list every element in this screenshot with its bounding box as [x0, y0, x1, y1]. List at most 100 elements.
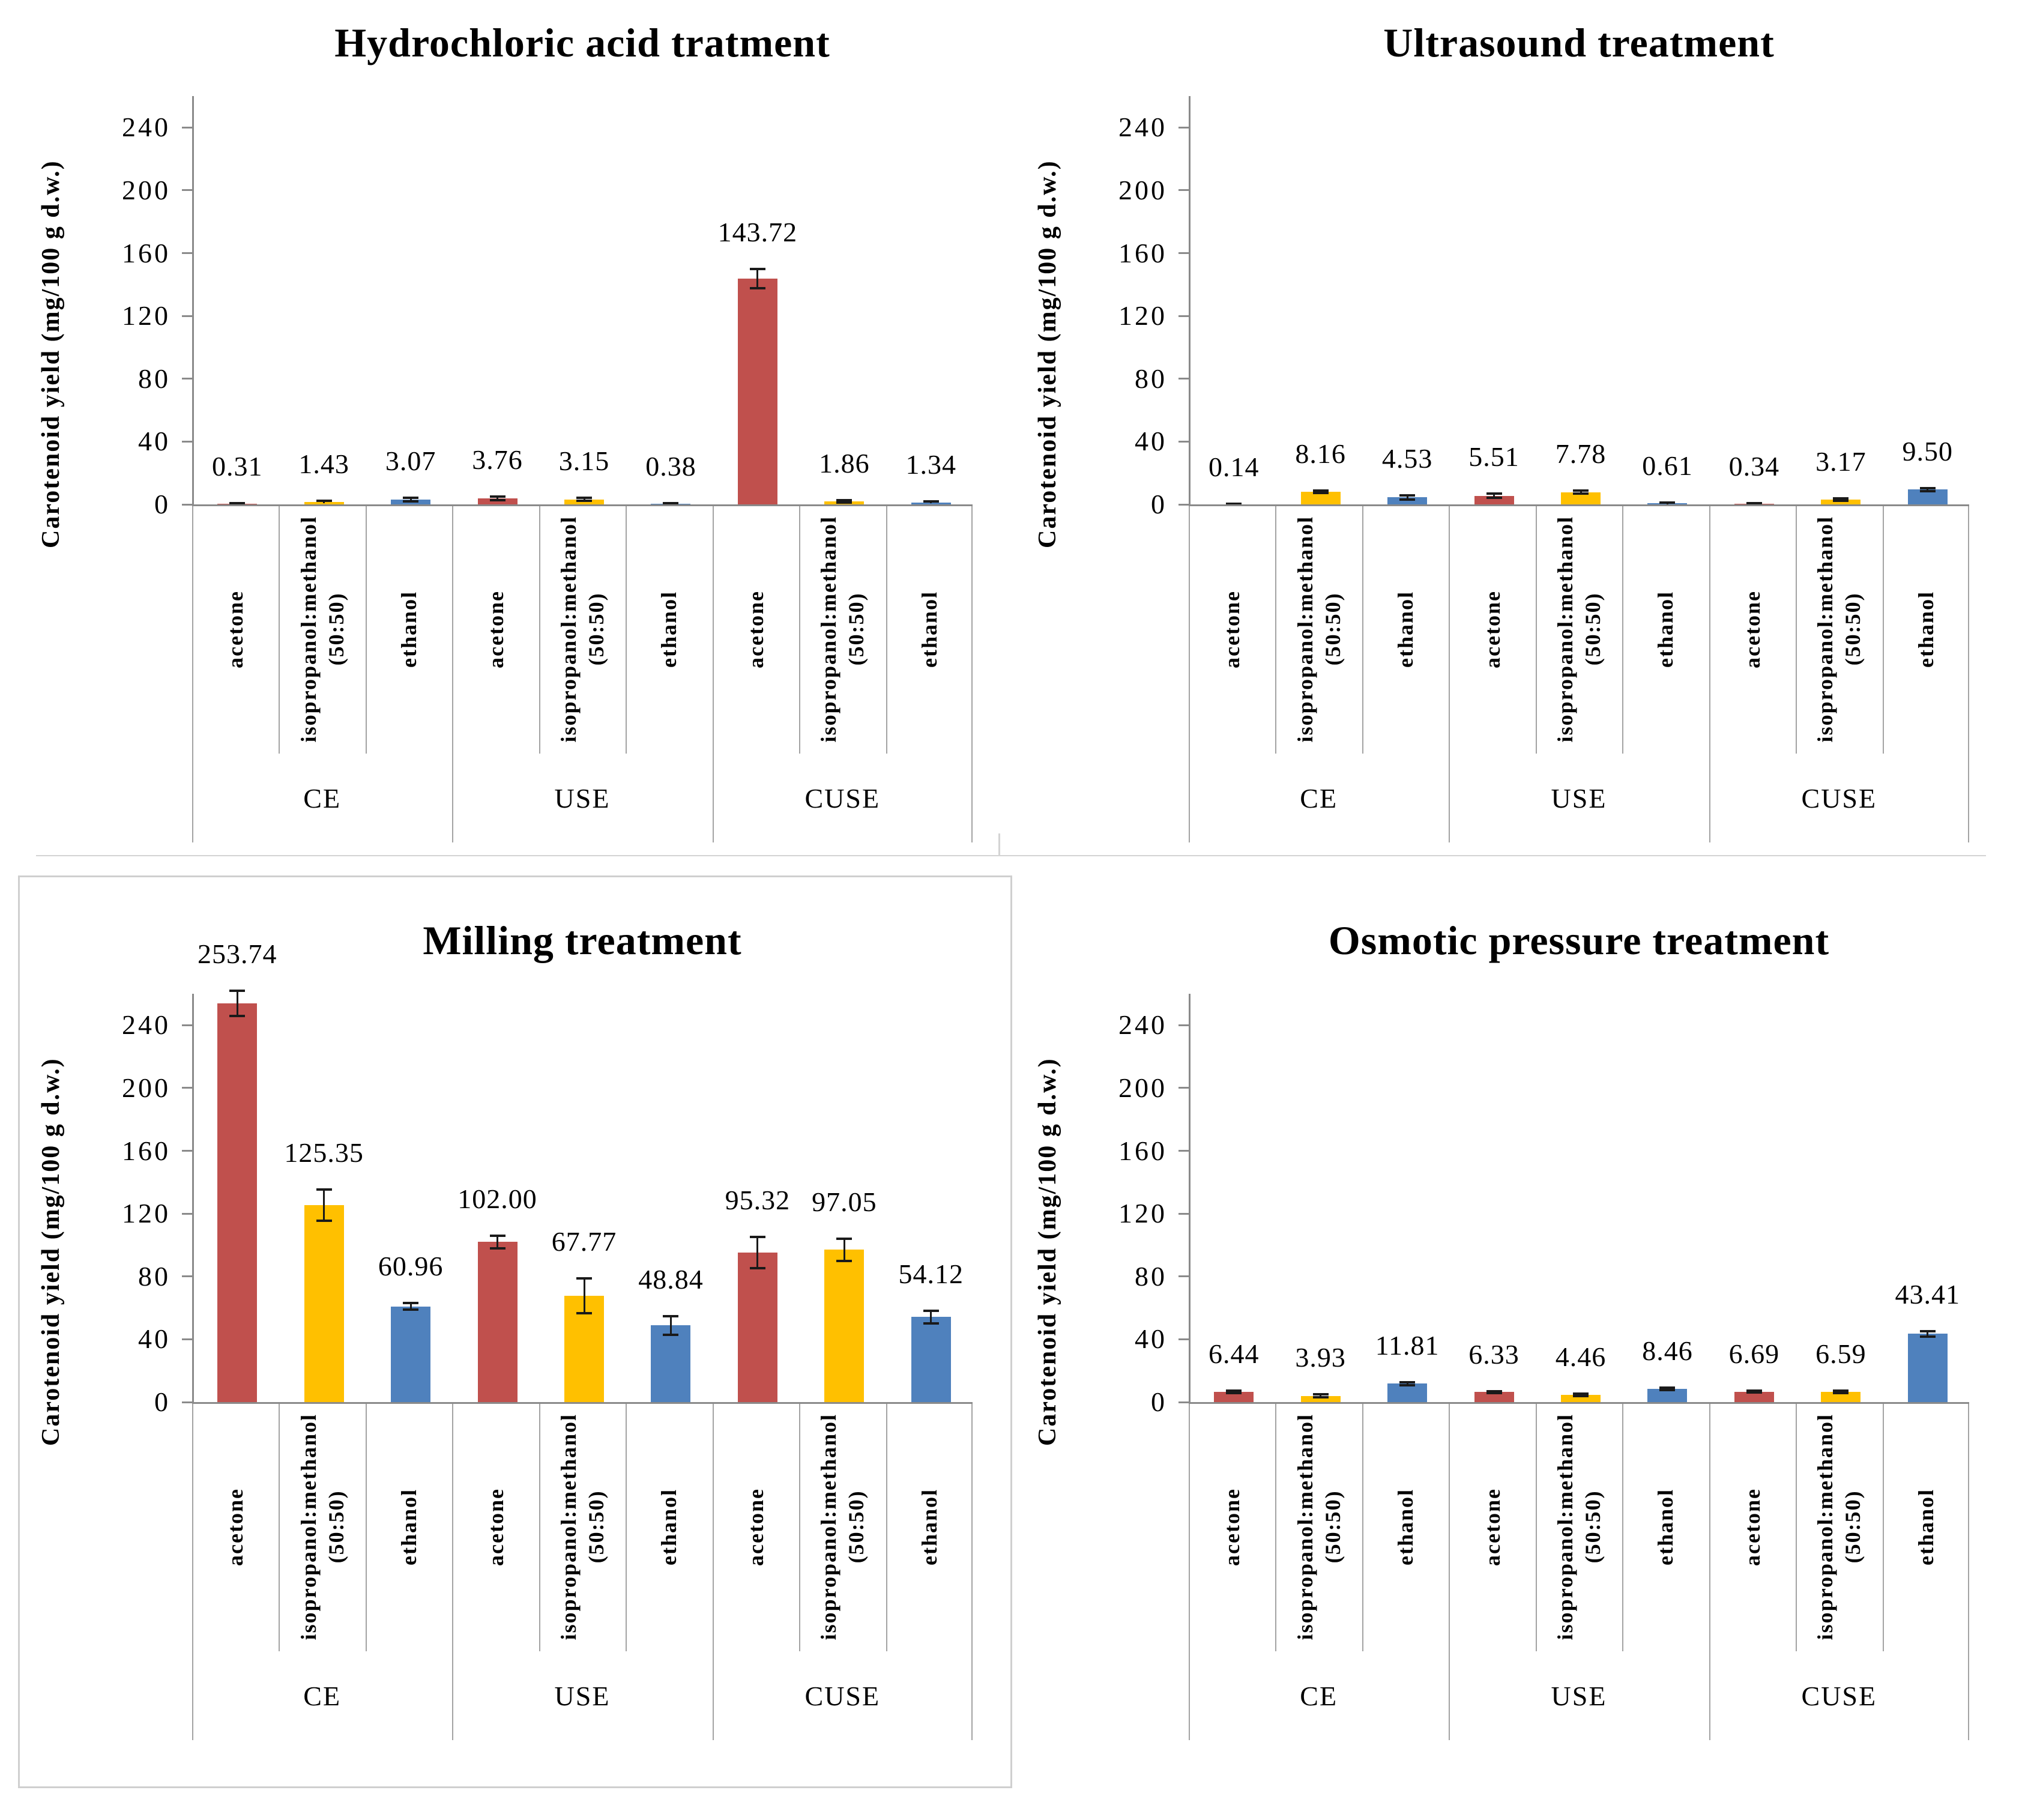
group-separator	[971, 506, 973, 842]
error-bar-cap-bottom	[489, 499, 505, 502]
category-label: acetone	[482, 1488, 510, 1566]
category-label-line: ethanol	[917, 590, 941, 668]
error-bar	[843, 1238, 845, 1261]
bar-value-label: 143.72	[717, 217, 798, 248]
y-tick-mark	[1178, 315, 1189, 317]
error-bar-cap-top	[1486, 1389, 1502, 1392]
error-bar-cap-top	[923, 1310, 939, 1312]
error-bar-cap-top	[923, 500, 939, 503]
y-tick-mark	[1178, 1401, 1189, 1403]
error-bar-cap-top	[489, 1234, 505, 1237]
category-separator	[1535, 1404, 1537, 1651]
category-label-line: ethanol	[1653, 1488, 1678, 1565]
category-separator	[626, 1404, 627, 1651]
category-separator	[539, 1404, 540, 1651]
bar-value-label: 102.00	[457, 1183, 537, 1214]
error-bar-cap-bottom	[229, 1015, 246, 1018]
group-label: CE	[1300, 782, 1338, 814]
category-separator	[886, 506, 887, 754]
error-bar-cap-bottom	[1833, 499, 1849, 502]
category-label-line: (50:50)	[1841, 593, 1865, 666]
category-label-cell: ethanol	[886, 506, 973, 752]
error-bar-cap-bottom	[1312, 1396, 1329, 1399]
y-tick-label: 80	[1135, 1260, 1167, 1292]
bar-value-label: 6.59	[1815, 1338, 1867, 1369]
error-bar-cap-bottom	[1833, 1391, 1849, 1394]
category-label-line: acetone	[1480, 590, 1504, 668]
bar-value-label: 6.69	[1728, 1338, 1780, 1369]
category-label-line: isopropanol:methanol	[816, 516, 841, 743]
error-bar-cap-bottom	[1573, 1395, 1589, 1398]
error-bar-cap-top	[836, 1237, 853, 1240]
category-label-cell: acetone	[192, 506, 279, 752]
category-separator	[626, 506, 627, 754]
bar	[737, 1252, 777, 1402]
y-tick-mark	[182, 1087, 192, 1089]
group-separator	[192, 506, 193, 842]
chart-panel-milling: Milling treatment Carotenoid yield (mg/1…	[24, 904, 1009, 1780]
group-label: CE	[1300, 1680, 1338, 1711]
error-bar-cap-top	[1659, 501, 1676, 504]
bar-value-label: 125.35	[284, 1137, 364, 1168]
error-bar-cap-bottom	[1399, 1383, 1416, 1386]
category-label-cell: acetone	[1709, 506, 1796, 752]
category-label: acetone	[1218, 1488, 1246, 1566]
group-separator	[1968, 1404, 1969, 1740]
error-bar-cap-bottom	[663, 1333, 679, 1336]
category-label-cell: isopropanol:methanol (50:50)	[799, 506, 886, 752]
category-label-cell: ethanol	[626, 506, 712, 752]
error-bar-cap-bottom	[576, 1311, 592, 1314]
group-separator	[1709, 1404, 1710, 1740]
error-bar	[496, 1235, 499, 1248]
group-separator	[1189, 1404, 1190, 1740]
bar	[651, 1325, 691, 1402]
bar-value-label: 253.74	[197, 939, 277, 970]
category-separator	[1535, 506, 1537, 754]
error-bar-cap-top	[1919, 1329, 1936, 1332]
category-label-cell: acetone	[452, 1404, 539, 1650]
category-label-line: acetone	[223, 590, 248, 668]
category-separator	[279, 1404, 280, 1651]
category-label: acetone	[1218, 590, 1246, 668]
category-label-cell: isopropanol:methanol (50:50)	[1796, 1404, 1882, 1650]
category-label-cell: isopropanol:methanol (50:50)	[1275, 1404, 1362, 1650]
category-axis: acetone isopropanol:methanol (50:50) ethano…	[192, 1402, 973, 1740]
category-separator	[1362, 1404, 1363, 1651]
bar-value-label: 0.38	[645, 450, 696, 482]
error-bar-cap-bottom	[749, 1266, 765, 1269]
y-tick-mark	[1178, 189, 1189, 192]
category-label: ethanol	[1912, 1489, 1940, 1565]
error-bar	[1493, 493, 1495, 498]
error-bar-cap-top	[1312, 1393, 1329, 1396]
y-tick-label: 160	[1118, 237, 1167, 268]
category-label-line: ethanol	[1913, 590, 1938, 668]
category-label-line: ethanol	[397, 1488, 421, 1565]
y-tick-mark	[182, 440, 192, 443]
bar	[217, 1003, 258, 1402]
error-bar-cap-top	[663, 501, 679, 504]
category-label-line: (50:50)	[844, 593, 869, 666]
error-bar-cap-top	[1919, 486, 1936, 489]
error-bar-cap-bottom	[403, 1308, 419, 1311]
category-separator	[1882, 1404, 1884, 1651]
error-bar-cap-top	[1399, 494, 1416, 497]
error-bar	[669, 1316, 672, 1335]
category-label: ethanol	[916, 1489, 943, 1565]
y-tick-mark	[182, 1338, 192, 1340]
error-bar-cap-top	[1573, 1392, 1589, 1395]
category-label-line: acetone	[1220, 590, 1245, 668]
error-bar	[409, 1303, 412, 1310]
y-axis-tick-labels: 0 40 80 120 160 200 240	[1093, 96, 1177, 519]
bar-value-label: 67.77	[551, 1226, 617, 1257]
category-label-cell: isopropanol:methanol (50:50)	[279, 1404, 365, 1650]
bar-value-label: 3.76	[472, 444, 523, 476]
bar-value-label: 3.15	[558, 446, 610, 477]
y-tick-mark	[1178, 1150, 1189, 1152]
error-bar-cap-top	[1833, 1389, 1849, 1392]
error-bar-cap-bottom	[1746, 1391, 1762, 1394]
y-tick-label: 120	[122, 1198, 171, 1229]
error-bar-cap-top	[1746, 502, 1762, 505]
category-label-cell: ethanol	[366, 506, 452, 752]
y-tick-label: 240	[122, 112, 171, 143]
category-separator	[799, 1404, 801, 1651]
